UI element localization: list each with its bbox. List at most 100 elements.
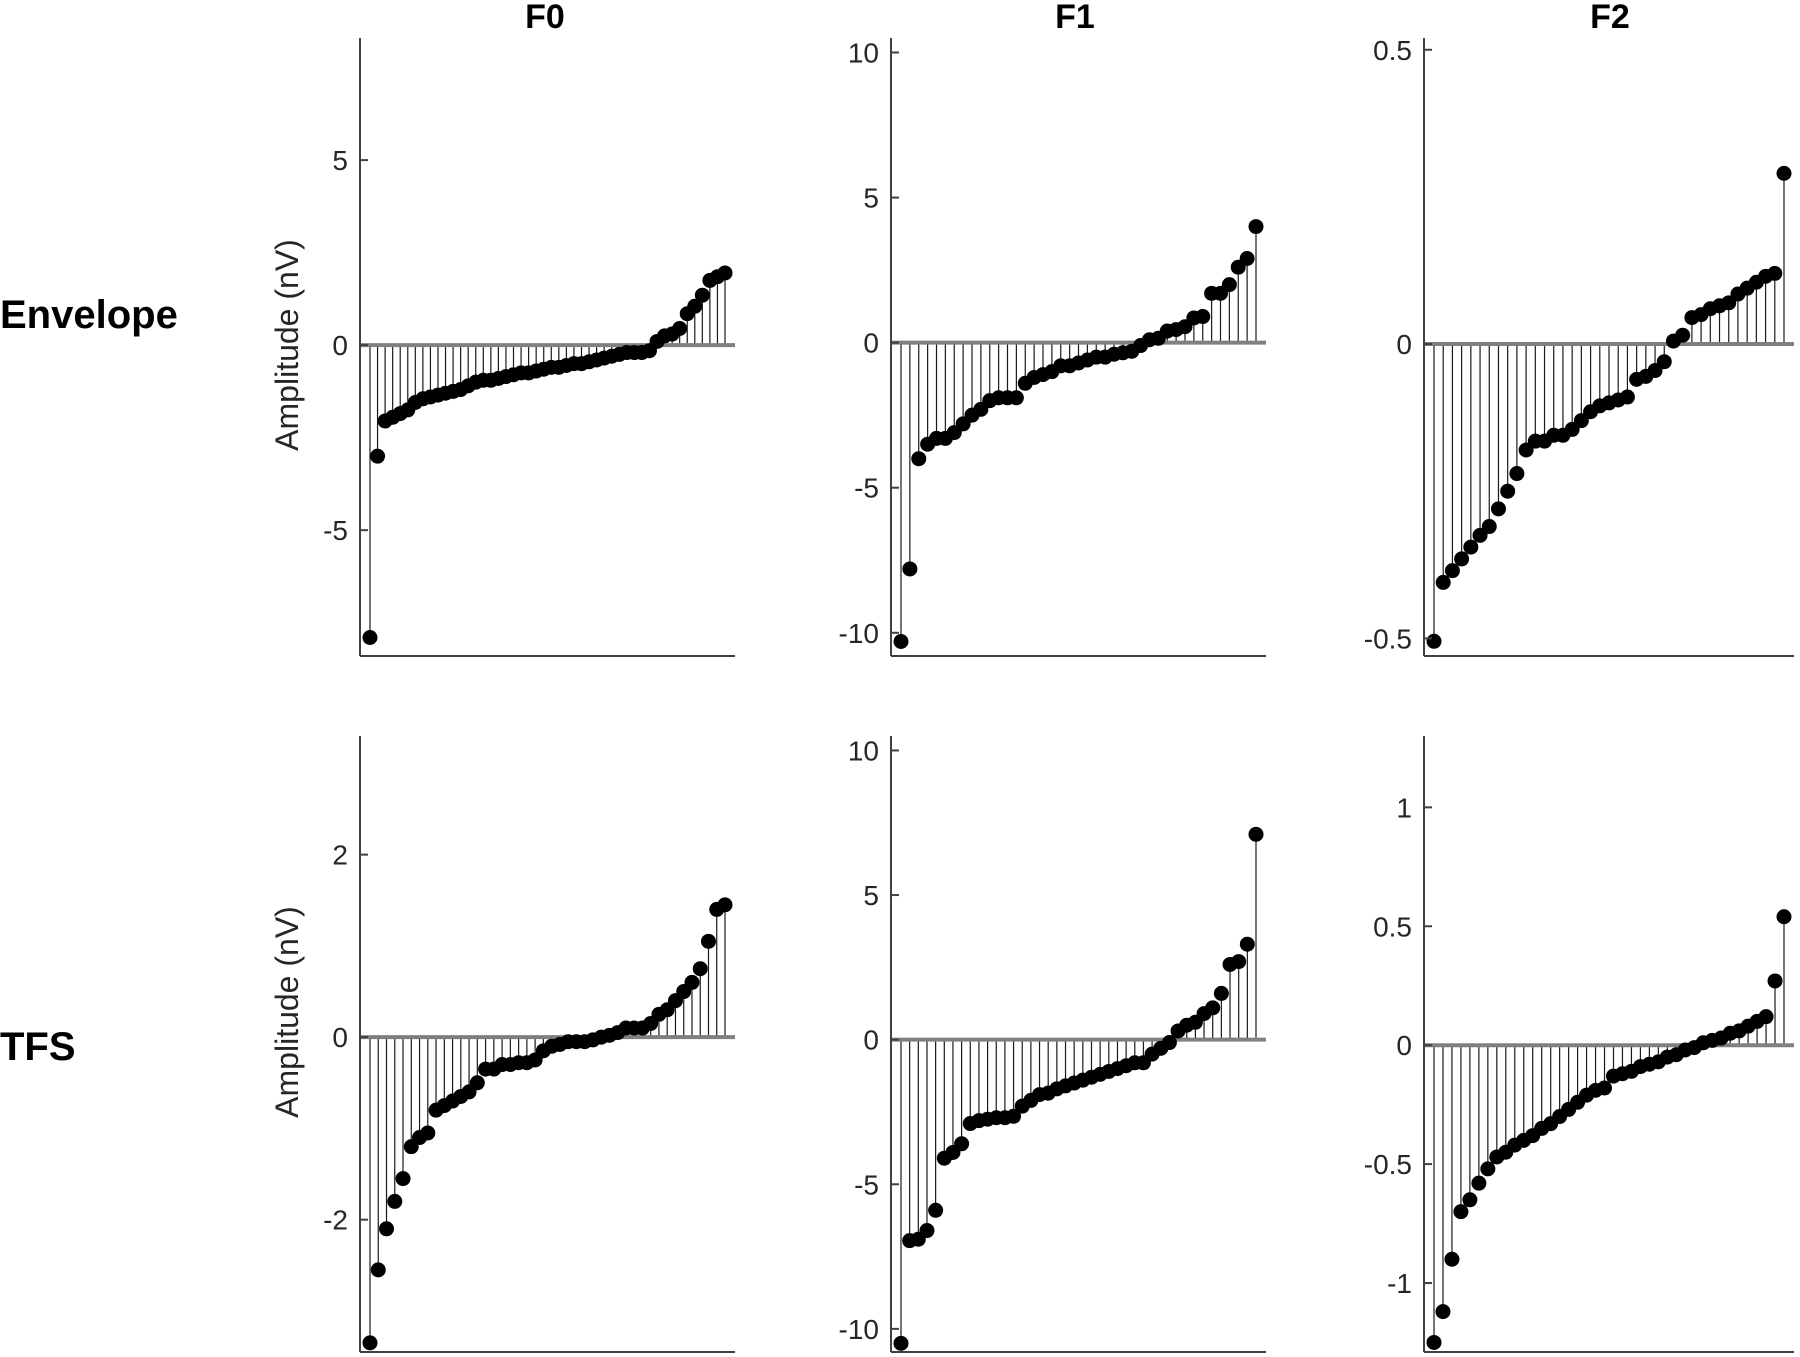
row-label-tfs: TFS bbox=[0, 1025, 76, 1069]
panel-envelope-f0: -5 0 5 bbox=[323, 38, 735, 657]
y-tick-label: 0 bbox=[332, 330, 348, 361]
row-label-envelope: Envelope bbox=[0, 293, 178, 337]
data-point bbox=[1426, 633, 1442, 649]
data-point bbox=[717, 897, 733, 913]
col-title-f2: F2 bbox=[1590, 0, 1630, 36]
data-point bbox=[717, 265, 733, 281]
col-title-f1: F1 bbox=[1055, 0, 1095, 36]
data-point bbox=[469, 1075, 485, 1091]
panel-tfs-f0: -2 0 2 bbox=[323, 736, 735, 1353]
data-point bbox=[1490, 501, 1506, 517]
data-point bbox=[1471, 1175, 1487, 1191]
y-tick-label: 0.5 bbox=[1373, 911, 1412, 942]
y-tick-label: -2 bbox=[323, 1205, 348, 1236]
data-point bbox=[687, 298, 703, 314]
data-point bbox=[1462, 1192, 1478, 1208]
y-tick-label: -0.5 bbox=[1364, 1149, 1412, 1180]
y-tick-label: 10 bbox=[848, 735, 879, 766]
data-point bbox=[1444, 563, 1460, 579]
data-point bbox=[1426, 1334, 1442, 1350]
data-point bbox=[420, 1125, 436, 1141]
y-tick-label: -5 bbox=[854, 473, 879, 504]
data-point bbox=[379, 1221, 395, 1237]
data-point bbox=[1435, 1304, 1451, 1320]
y-tick-label: 0 bbox=[863, 328, 879, 359]
data-point bbox=[692, 961, 708, 977]
data-point bbox=[370, 448, 386, 464]
data-point bbox=[1239, 936, 1255, 952]
data-point bbox=[1463, 539, 1479, 555]
data-point bbox=[1195, 309, 1211, 325]
data-point bbox=[1248, 219, 1264, 235]
data-point bbox=[1656, 354, 1672, 370]
data-point bbox=[1675, 327, 1691, 343]
data-point bbox=[1619, 389, 1635, 405]
data-point bbox=[1509, 466, 1525, 482]
data-point bbox=[1435, 574, 1451, 590]
y-axis-label-tfs: Amplitude (nV) bbox=[269, 906, 305, 1118]
data-point bbox=[694, 287, 710, 303]
y-tick-label: -0.5 bbox=[1364, 623, 1412, 654]
data-point bbox=[919, 1223, 935, 1239]
data-point bbox=[1481, 519, 1497, 535]
data-point bbox=[911, 451, 927, 467]
y-tick-label: -1 bbox=[1387, 1268, 1412, 1299]
data-point bbox=[1776, 909, 1792, 925]
data-point bbox=[1205, 1000, 1221, 1016]
col-title-f0: F0 bbox=[525, 0, 565, 36]
y-tick-label: -5 bbox=[323, 515, 348, 546]
data-point bbox=[1500, 483, 1516, 499]
y-tick-label: 2 bbox=[332, 840, 348, 871]
panels: -505-10-50510-0.500.5-202-10-50510-1-0.5… bbox=[323, 35, 1794, 1353]
data-point bbox=[1248, 826, 1264, 842]
data-point bbox=[1008, 390, 1024, 406]
data-point bbox=[370, 1262, 386, 1278]
y-tick-label: 0.5 bbox=[1373, 35, 1412, 66]
y-tick-label: 5 bbox=[332, 145, 348, 176]
y-tick-label: 0 bbox=[332, 1022, 348, 1053]
data-point bbox=[928, 1202, 944, 1218]
data-point bbox=[1213, 985, 1229, 1001]
data-point bbox=[684, 974, 700, 990]
data-point bbox=[902, 561, 918, 577]
panel-tfs-f2: -1 -0.5 0 0.5 1 bbox=[1364, 736, 1794, 1353]
y-tick-label: 0 bbox=[1396, 329, 1412, 360]
panel-tfs-f1: -10 -5 0 5 10 bbox=[839, 735, 1266, 1353]
data-point bbox=[1453, 1204, 1469, 1220]
y-tick-label: 1 bbox=[1396, 792, 1412, 823]
y-tick-label: -10 bbox=[839, 1314, 879, 1345]
data-point bbox=[893, 1335, 909, 1351]
data-point bbox=[1161, 1035, 1177, 1051]
data-point bbox=[1767, 973, 1783, 989]
data-point bbox=[395, 1171, 411, 1187]
data-point bbox=[1006, 1108, 1022, 1124]
y-tick-label: 5 bbox=[863, 880, 879, 911]
data-point bbox=[893, 633, 909, 649]
panel-envelope-f2: -0.5 0 0.5 bbox=[1364, 35, 1794, 657]
data-point bbox=[1221, 277, 1237, 293]
data-point bbox=[954, 1136, 970, 1152]
y-tick-label: 0 bbox=[1396, 1030, 1412, 1061]
data-point bbox=[700, 933, 716, 949]
data-point bbox=[1758, 1009, 1774, 1025]
data-point bbox=[1231, 954, 1247, 970]
data-point bbox=[362, 1335, 378, 1351]
data-point bbox=[1444, 1251, 1460, 1267]
data-point bbox=[1597, 1080, 1613, 1096]
data-point bbox=[362, 629, 378, 645]
data-point bbox=[1776, 165, 1792, 181]
data-point bbox=[387, 1193, 403, 1209]
panel-envelope-f1: -10 -5 0 5 10 bbox=[839, 38, 1266, 657]
y-tick-label: -10 bbox=[839, 618, 879, 649]
y-tick-label: 10 bbox=[848, 38, 879, 69]
data-point bbox=[1480, 1161, 1496, 1177]
y-axis-label-envelope: Amplitude (nV) bbox=[269, 239, 305, 451]
y-tick-label: 0 bbox=[863, 1025, 879, 1056]
y-tick-label: 5 bbox=[863, 183, 879, 214]
data-point bbox=[1454, 551, 1470, 567]
data-point bbox=[1239, 251, 1255, 267]
data-point bbox=[1767, 265, 1783, 281]
y-tick-label: -5 bbox=[854, 1169, 879, 1200]
data-point bbox=[672, 320, 688, 336]
